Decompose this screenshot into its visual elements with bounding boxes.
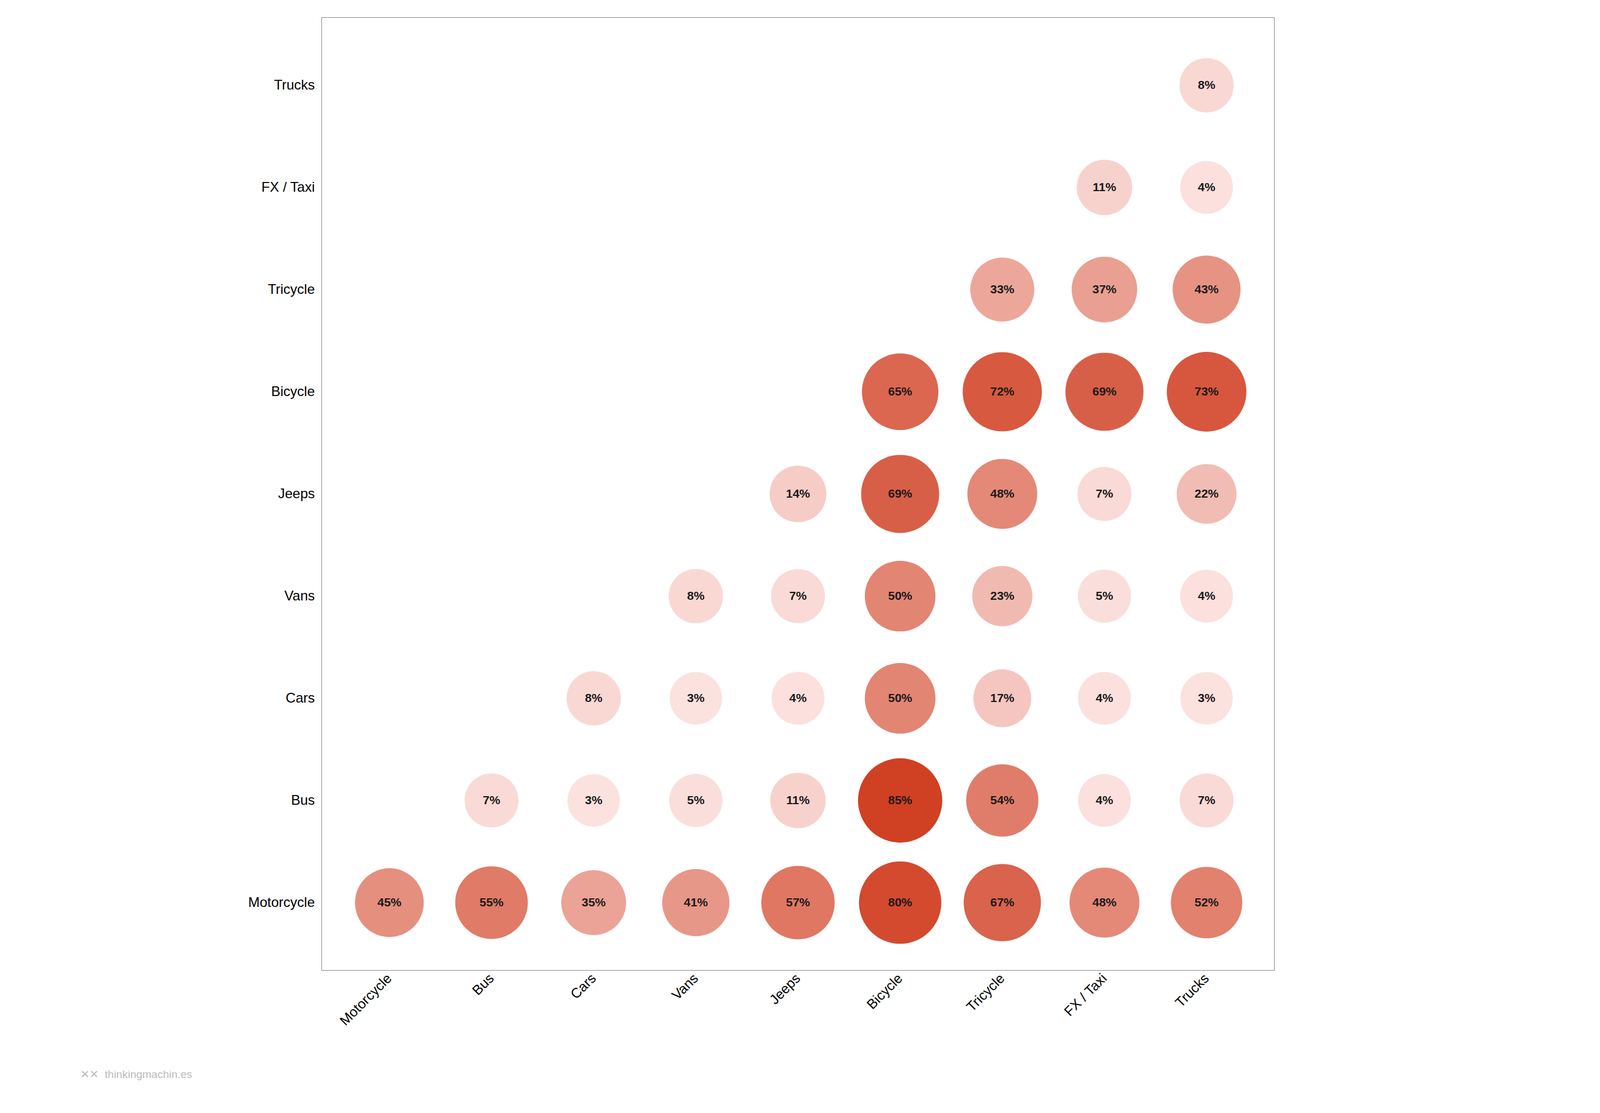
svg-text:23%: 23% bbox=[989, 588, 1015, 603]
svg-text:50%: 50% bbox=[887, 588, 912, 603]
svg-text:Trucks: Trucks bbox=[273, 76, 315, 93]
svg-text:3%: 3% bbox=[584, 793, 603, 807]
svg-text:4%: 4% bbox=[1197, 180, 1216, 194]
svg-text:Trucks: Trucks bbox=[1171, 969, 1212, 1010]
svg-text:3%: 3% bbox=[1197, 690, 1216, 705]
svg-text:4%: 4% bbox=[789, 690, 807, 705]
svg-text:Jeeps: Jeeps bbox=[766, 969, 803, 1007]
html-text:✕✕ thinkingmachin.es: ✕✕ thinkingmachin.es bbox=[80, 1068, 193, 1081]
svg-text:57%: 57% bbox=[785, 895, 810, 909]
svg-text:7%: 7% bbox=[482, 793, 501, 807]
svg-text:80%: 80% bbox=[887, 895, 912, 909]
svg-text:Tricycle: Tricycle bbox=[268, 281, 316, 297]
svg-text:Motorcycle: Motorcycle bbox=[336, 969, 395, 1028]
svg-text:35%: 35% bbox=[581, 895, 606, 909]
svg-text:4%: 4% bbox=[1095, 793, 1114, 807]
svg-text:48%: 48% bbox=[989, 486, 1015, 500]
svg-text:4%: 4% bbox=[1095, 690, 1114, 705]
svg-text:72%: 72% bbox=[989, 384, 1015, 398]
svg-text:7%: 7% bbox=[1095, 486, 1114, 500]
svg-text:3%: 3% bbox=[686, 690, 705, 705]
svg-text:73%: 73% bbox=[1194, 384, 1219, 398]
svg-text:65%: 65% bbox=[887, 384, 912, 398]
svg-text:45%: 45% bbox=[377, 895, 402, 909]
svg-text:33%: 33% bbox=[989, 282, 1015, 296]
svg-text:Bus: Bus bbox=[468, 969, 497, 998]
svg-text:FX / Taxi: FX / Taxi bbox=[1061, 969, 1110, 1019]
svg-text:Jeeps: Jeeps bbox=[277, 485, 315, 502]
svg-text:11%: 11% bbox=[1092, 180, 1117, 194]
svg-text:Vans: Vans bbox=[284, 587, 316, 604]
svg-text:FX / Taxi: FX / Taxi bbox=[261, 179, 316, 195]
svg-text:Motorcycle: Motorcycle bbox=[247, 894, 315, 910]
svg-text:55%: 55% bbox=[479, 895, 504, 909]
svg-text:67%: 67% bbox=[989, 895, 1015, 909]
svg-text:85%: 85% bbox=[887, 793, 912, 807]
svg-text:69%: 69% bbox=[1092, 384, 1117, 398]
svg-text:22%: 22% bbox=[1194, 486, 1219, 500]
svg-text:14%: 14% bbox=[785, 486, 810, 500]
svg-text:5%: 5% bbox=[686, 793, 705, 807]
svg-text:8%: 8% bbox=[584, 690, 603, 705]
svg-text:11%: 11% bbox=[786, 793, 810, 807]
svg-text:5%: 5% bbox=[1095, 588, 1114, 603]
svg-text:Tricycle: Tricycle bbox=[963, 969, 1008, 1015]
svg-text:Vans: Vans bbox=[668, 969, 702, 1003]
svg-text:Bus: Bus bbox=[290, 791, 315, 808]
svg-text:7%: 7% bbox=[1197, 793, 1216, 807]
svg-text:52%: 52% bbox=[1194, 895, 1219, 909]
svg-text:8%: 8% bbox=[686, 588, 705, 603]
svg-text:69%: 69% bbox=[887, 486, 912, 500]
svg-text:43%: 43% bbox=[1194, 282, 1219, 296]
svg-text:48%: 48% bbox=[1092, 895, 1117, 909]
svg-text:Bicycle: Bicycle bbox=[270, 383, 315, 399]
svg-text:Cars: Cars bbox=[567, 969, 600, 1002]
svg-text:4%: 4% bbox=[1197, 588, 1216, 603]
svg-text:Cars: Cars bbox=[285, 689, 316, 706]
svg-text:Bicycle: Bicycle bbox=[863, 969, 906, 1012]
svg-text:8%: 8% bbox=[1197, 78, 1216, 92]
svg-text:54%: 54% bbox=[989, 793, 1015, 807]
svg-text:17%: 17% bbox=[989, 690, 1015, 705]
svg-text:50%: 50% bbox=[887, 690, 912, 705]
svg-text:41%: 41% bbox=[683, 895, 708, 909]
svg-text:37%: 37% bbox=[1092, 282, 1117, 296]
svg-text:7%: 7% bbox=[789, 588, 807, 603]
